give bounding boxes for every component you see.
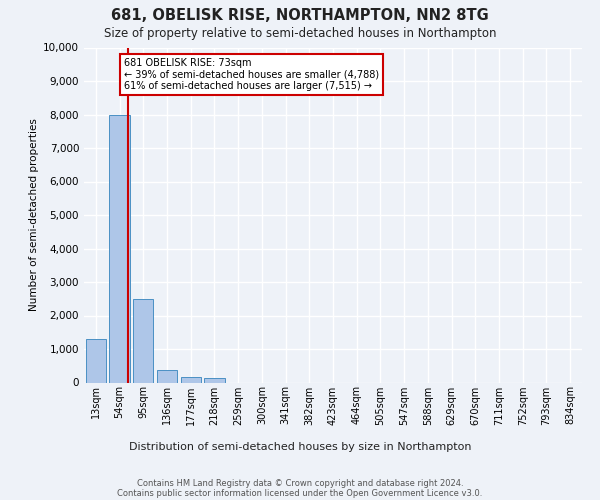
Bar [86,339,106,382]
Text: Distribution of semi-detached houses by size in Northampton: Distribution of semi-detached houses by … [129,442,471,452]
Bar [157,370,177,382]
Text: Contains HM Land Registry data © Crown copyright and database right 2024.: Contains HM Land Registry data © Crown c… [137,479,463,488]
Text: Size of property relative to semi-detached houses in Northampton: Size of property relative to semi-detach… [104,28,496,40]
Bar [205,378,224,382]
Bar [181,378,201,382]
Y-axis label: Number of semi-detached properties: Number of semi-detached properties [29,118,39,312]
Text: Contains public sector information licensed under the Open Government Licence v3: Contains public sector information licen… [118,489,482,498]
Bar [109,114,130,382]
Text: 681 OBELISK RISE: 73sqm
← 39% of semi-detached houses are smaller (4,788)
61% of: 681 OBELISK RISE: 73sqm ← 39% of semi-de… [124,58,379,90]
Text: 681, OBELISK RISE, NORTHAMPTON, NN2 8TG: 681, OBELISK RISE, NORTHAMPTON, NN2 8TG [111,8,489,22]
Bar [133,298,154,382]
